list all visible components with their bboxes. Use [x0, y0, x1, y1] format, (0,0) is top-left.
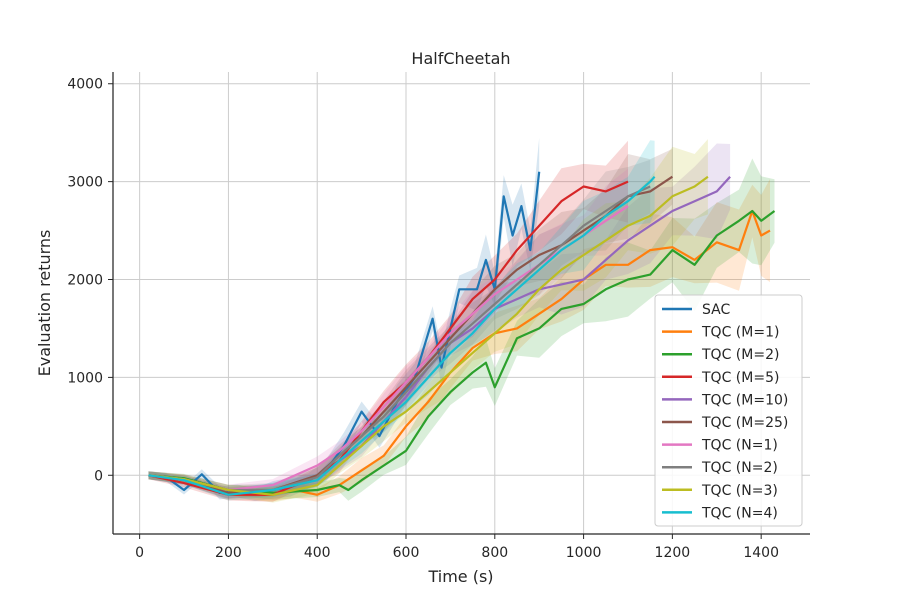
y-axis-label: Evaluation returns	[35, 230, 54, 377]
y-tick-label: 0	[94, 468, 103, 484]
x-tick-label: 1000	[566, 545, 602, 561]
legend: SAC TQC (M=1) TQC (M=2) TQC (M=5) TQC (M=10)…	[654, 294, 803, 527]
legend-label-tqc-n-3: TQC (N=3)	[701, 483, 778, 499]
x-tick-label: 600	[393, 545, 420, 561]
y-tick-label: 3000	[67, 175, 103, 191]
legend-label-sac: SAC	[702, 302, 730, 318]
x-tick-label: 0	[135, 545, 144, 561]
band-tqc-m-1	[148, 179, 770, 502]
band-tqc-m-5	[148, 140, 628, 502]
x-tick-label: 200	[215, 545, 242, 561]
y-tick-label: 2000	[67, 273, 103, 289]
legend-label-tqc-m-1: TQC (M=1)	[701, 325, 779, 341]
band-tqc-m-25	[148, 148, 673, 499]
legend-label-tqc-n-2: TQC (N=2)	[701, 460, 778, 476]
x-tick-label: 800	[481, 545, 508, 561]
y-tick-label: 4000	[67, 77, 103, 93]
legend-label-tqc-n-4: TQC (N=4)	[701, 505, 778, 521]
x-tick-label: 400	[304, 545, 331, 561]
legend-label-tqc-m-10: TQC (M=10)	[701, 392, 788, 408]
ticks: 0 200 400 600 800 1000 1200 1400 0 1000 2000 3000 40…	[67, 77, 779, 561]
band-tqc-n-3	[148, 139, 708, 503]
x-tick-label: 1200	[655, 545, 691, 561]
line-tqc-n-4	[148, 175, 656, 496]
axes	[112, 72, 810, 535]
confidence-bands	[148, 137, 775, 503]
legend-label-tqc-n-1: TQC (N=1)	[701, 438, 778, 454]
line-tqc-n-3	[148, 175, 709, 496]
legend-label-tqc-m-2: TQC (M=2)	[701, 347, 779, 363]
x-axis-label: Time (s)	[427, 567, 493, 586]
legend-label-tqc-m-25: TQC (M=25)	[701, 415, 788, 431]
chart-title: HalfCheetah	[411, 49, 510, 68]
line-tqc-m-2	[148, 209, 776, 494]
band-tqc-n-2	[148, 159, 651, 497]
x-tick-label: 1400	[743, 545, 779, 561]
series-lines	[148, 171, 776, 496]
legend-label-tqc-m-5: TQC (M=5)	[701, 370, 779, 386]
y-tick-label: 1000	[67, 370, 103, 386]
